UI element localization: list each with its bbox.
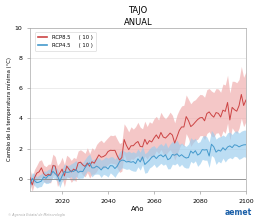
X-axis label: Año: Año [131,206,145,212]
Y-axis label: Cambio de la temperatura mínima (°C): Cambio de la temperatura mínima (°C) [6,57,12,161]
Title: TAJO
ANUAL: TAJO ANUAL [124,6,152,27]
Text: aemet: aemet [225,208,252,217]
Legend: RCP8.5     ( 10 ), RCP4.5     ( 10 ): RCP8.5 ( 10 ), RCP4.5 ( 10 ) [35,32,96,51]
Text: © Agencia Estatal de Meteorología: © Agencia Estatal de Meteorología [8,213,64,217]
